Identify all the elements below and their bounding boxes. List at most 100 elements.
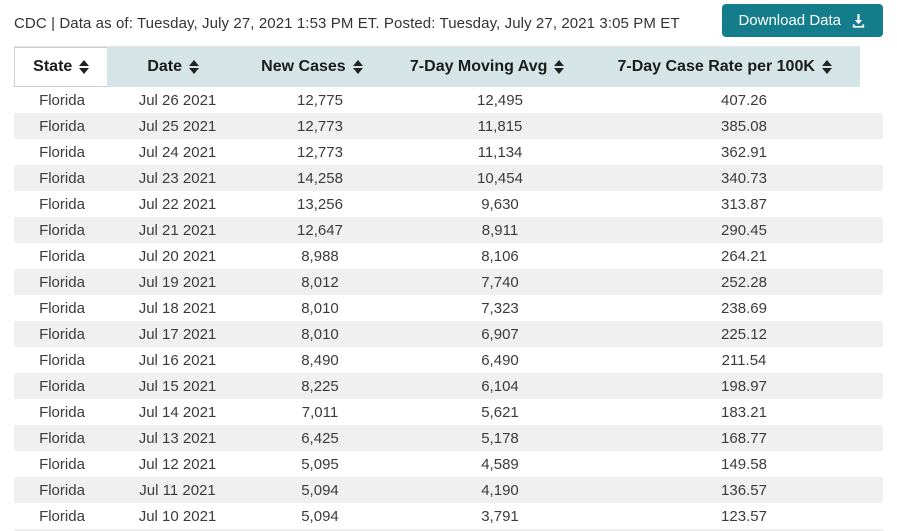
cell-new-cases: 5,094 (301, 481, 339, 499)
cell-new-cases: 8,225 (301, 377, 339, 395)
cell-moving-avg: 6,490 (481, 351, 519, 369)
cell-case-rate: 123.57 (721, 507, 767, 525)
cell-new-cases: 8,010 (301, 299, 339, 317)
table-row: Florida Jul 14 2021 7,011 5,621 183.21 (14, 399, 883, 425)
table-row: Florida Jul 24 2021 12,773 11,134 362.91 (14, 139, 883, 165)
cell-new-cases: 12,647 (297, 221, 343, 239)
cell-case-rate: 149.58 (721, 455, 767, 473)
cell-new-cases: 8,988 (301, 247, 339, 265)
column-header-label: 7-Day Case Rate per 100K (617, 58, 815, 75)
cell-state: Florida (39, 481, 85, 499)
table-row: Florida Jul 22 2021 13,256 9,630 313.87 (14, 191, 883, 217)
cell-date: Jul 24 2021 (138, 143, 217, 161)
table-row: Florida Jul 13 2021 6,425 5,178 168.77 (14, 425, 883, 451)
cell-date: Jul 23 2021 (138, 169, 217, 187)
cell-date: Jul 25 2021 (138, 117, 217, 135)
cell-case-rate: 168.77 (721, 429, 767, 447)
cell-date: Jul 13 2021 (138, 429, 217, 447)
cell-date: Jul 22 2021 (138, 195, 217, 213)
cell-new-cases: 5,094 (301, 507, 339, 525)
cell-case-rate: 136.57 (721, 481, 767, 499)
cell-case-rate: 407.26 (721, 91, 767, 109)
table-row: Florida Jul 10 2021 5,094 3,791 123.57 (14, 503, 883, 529)
column-header-moving-avg[interactable]: 7-Day Moving Avg (385, 47, 589, 87)
cell-new-cases: 12,773 (297, 143, 343, 161)
table-row: Florida Jul 26 2021 12,775 12,495 407.26 (14, 87, 883, 113)
table-row: Florida Jul 25 2021 12,773 11,815 385.08 (14, 113, 883, 139)
cell-moving-avg: 4,589 (481, 455, 519, 473)
cell-state: Florida (39, 195, 85, 213)
cell-moving-avg: 6,907 (481, 325, 519, 343)
cell-case-rate: 340.73 (721, 169, 767, 187)
download-data-button[interactable]: Download Data (722, 3, 883, 37)
column-header-date[interactable]: Date (107, 47, 238, 87)
cell-new-cases: 7,011 (301, 403, 339, 421)
top-bar: CDC | Data as of: Tuesday, July 27, 2021… (0, 0, 897, 46)
cell-case-rate: 264.21 (721, 247, 767, 265)
download-button-label: Download Data (738, 11, 841, 29)
column-header-label: 7-Day Moving Avg (409, 58, 548, 75)
table-row: Florida Jul 23 2021 14,258 10,454 340.73 (14, 165, 883, 191)
cell-moving-avg: 11,134 (477, 143, 523, 161)
table-row: Florida Jul 19 2021 8,012 7,740 252.28 (14, 269, 883, 295)
table-body: Florida Jul 26 2021 12,775 12,495 407.26 Flor… (14, 87, 883, 529)
cell-new-cases: 8,490 (301, 351, 339, 369)
cell-date: Jul 21 2021 (138, 221, 217, 239)
cell-moving-avg: 7,740 (481, 273, 519, 291)
cell-moving-avg: 12,495 (477, 91, 523, 109)
cell-case-rate: 362.91 (721, 143, 767, 161)
cell-case-rate: 198.97 (721, 377, 767, 395)
sort-icon (352, 60, 363, 74)
cell-moving-avg: 6,104 (481, 377, 519, 395)
sort-icon (79, 60, 90, 74)
column-header-state[interactable]: State (14, 47, 108, 87)
partial-next-row (14, 529, 883, 531)
cell-state: Florida (39, 247, 85, 265)
cell-new-cases: 12,775 (297, 91, 343, 109)
cell-new-cases: 8,012 (301, 273, 339, 291)
cell-date: Jul 19 2021 (138, 273, 217, 291)
cell-moving-avg: 5,178 (481, 429, 519, 447)
cell-moving-avg: 11,815 (477, 117, 523, 135)
cell-state: Florida (39, 455, 85, 473)
cell-date: Jul 11 2021 (139, 481, 216, 499)
cell-date: Jul 18 2021 (138, 299, 217, 317)
cell-case-rate: 290.45 (721, 221, 767, 239)
cell-moving-avg: 3,791 (481, 507, 519, 525)
cell-state: Florida (39, 221, 85, 239)
covid-data-table: State Date New Cases 7-Day Moving Avg 7-Day … (14, 46, 883, 531)
cell-new-cases: 8,010 (301, 325, 339, 343)
sort-icon (189, 60, 200, 74)
column-header-new-cases[interactable]: New Cases (239, 47, 385, 87)
table-row: Florida Jul 12 2021 5,095 4,589 149.58 (14, 451, 883, 477)
table-row: Florida Jul 16 2021 8,490 6,490 211.54 (14, 347, 883, 373)
cell-moving-avg: 10,454 (477, 169, 523, 187)
cell-case-rate: 313.87 (721, 195, 767, 213)
cell-case-rate: 183.21 (721, 403, 767, 421)
cell-state: Florida (39, 377, 85, 395)
cell-new-cases: 12,773 (297, 117, 343, 135)
cell-case-rate: 385.08 (721, 117, 767, 135)
cell-date: Jul 10 2021 (138, 507, 217, 525)
cell-date: Jul 17 2021 (138, 325, 217, 343)
cell-state: Florida (39, 117, 85, 135)
table-row: Florida Jul 21 2021 12,647 8,911 290.45 (14, 217, 883, 243)
cell-moving-avg: 7,323 (481, 299, 519, 317)
column-header-case-rate[interactable]: 7-Day Case Rate per 100K (589, 47, 860, 87)
cell-date: Jul 12 2021 (138, 455, 217, 473)
cell-moving-avg: 8,106 (481, 247, 519, 265)
cell-new-cases: 6,425 (301, 429, 339, 447)
cell-moving-avg: 5,621 (481, 403, 519, 421)
cell-new-cases: 14,258 (297, 169, 343, 187)
column-header-label: New Cases (261, 58, 346, 75)
cell-state: Florida (39, 403, 85, 421)
cell-state: Florida (39, 507, 85, 525)
table-row: Florida Jul 15 2021 8,225 6,104 198.97 (14, 373, 883, 399)
sort-icon (821, 60, 832, 74)
cell-state: Florida (39, 299, 85, 317)
table-row: Florida Jul 17 2021 8,010 6,907 225.12 (14, 321, 883, 347)
column-header-label: Date (147, 58, 183, 75)
cell-case-rate: 238.69 (721, 299, 767, 317)
cell-date: Jul 14 2021 (138, 403, 217, 421)
cell-state: Florida (39, 143, 85, 161)
